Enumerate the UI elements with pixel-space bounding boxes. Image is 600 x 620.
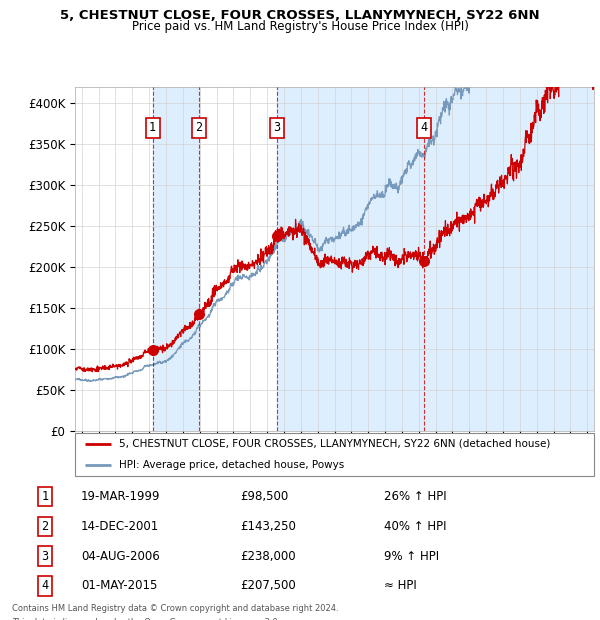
Text: 4: 4 — [41, 580, 49, 592]
Text: £143,250: £143,250 — [240, 520, 296, 533]
Text: 19-MAR-1999: 19-MAR-1999 — [81, 490, 161, 503]
Text: 3: 3 — [41, 550, 49, 562]
Bar — [277, 87, 424, 431]
Bar — [152, 87, 199, 431]
Text: 4: 4 — [421, 122, 428, 135]
Text: 5, CHESTNUT CLOSE, FOUR CROSSES, LLANYMYNECH, SY22 6NN: 5, CHESTNUT CLOSE, FOUR CROSSES, LLANYMY… — [60, 9, 540, 22]
Text: 40% ↑ HPI: 40% ↑ HPI — [384, 520, 446, 533]
Text: This data is licensed under the Open Government Licence v3.0.: This data is licensed under the Open Gov… — [12, 618, 280, 620]
Text: 9% ↑ HPI: 9% ↑ HPI — [384, 550, 439, 562]
Text: £207,500: £207,500 — [240, 580, 296, 592]
Text: HPI: Average price, detached house, Powys: HPI: Average price, detached house, Powy… — [119, 460, 344, 470]
Text: Contains HM Land Registry data © Crown copyright and database right 2024.: Contains HM Land Registry data © Crown c… — [12, 604, 338, 613]
Text: 3: 3 — [274, 122, 281, 135]
Text: £98,500: £98,500 — [240, 490, 288, 503]
Text: ≈ HPI: ≈ HPI — [384, 580, 417, 592]
Text: 01-MAY-2015: 01-MAY-2015 — [81, 580, 157, 592]
Text: 2: 2 — [41, 520, 49, 533]
Text: Price paid vs. HM Land Registry's House Price Index (HPI): Price paid vs. HM Land Registry's House … — [131, 20, 469, 33]
FancyBboxPatch shape — [75, 433, 594, 476]
Text: 1: 1 — [41, 490, 49, 503]
Text: 26% ↑ HPI: 26% ↑ HPI — [384, 490, 446, 503]
Text: 14-DEC-2001: 14-DEC-2001 — [81, 520, 159, 533]
Text: 04-AUG-2006: 04-AUG-2006 — [81, 550, 160, 562]
Text: 2: 2 — [195, 122, 202, 135]
Text: 5, CHESTNUT CLOSE, FOUR CROSSES, LLANYMYNECH, SY22 6NN (detached house): 5, CHESTNUT CLOSE, FOUR CROSSES, LLANYMY… — [119, 439, 550, 449]
Text: £238,000: £238,000 — [240, 550, 296, 562]
Bar — [424, 87, 594, 431]
Text: 1: 1 — [149, 122, 156, 135]
